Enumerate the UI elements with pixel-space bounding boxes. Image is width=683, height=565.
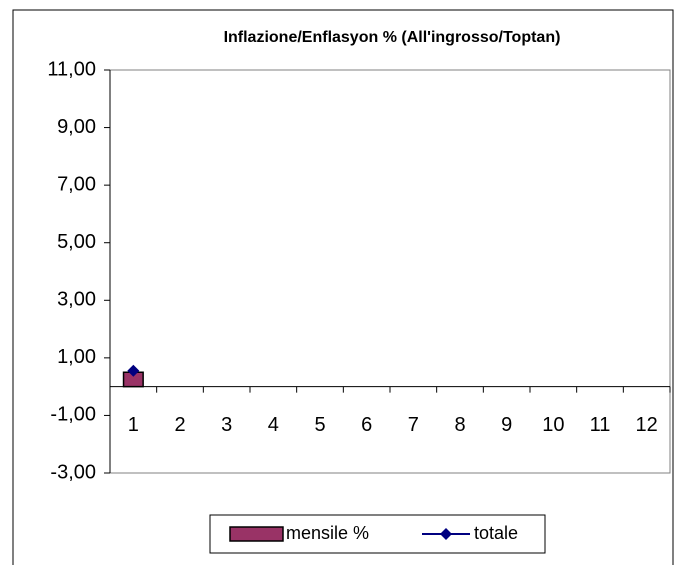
x-tick-label: 9 [501,414,512,436]
x-tick-label: 3 [221,414,232,436]
x-tick-label: 7 [408,414,419,436]
y-tick-label: 3,00 [57,289,96,311]
x-tick-label: 2 [174,414,185,436]
x-tick-label: 4 [268,414,279,436]
y-tick-label: -3,00 [50,461,96,483]
y-tick-label: 11,00 [47,58,96,80]
x-tick-label: 11 [590,414,611,436]
x-tick-label: 5 [314,414,325,436]
x-tick-label: 6 [361,414,372,436]
x-tick-label: 8 [454,414,465,436]
legend-marker [440,528,452,540]
x-tick-label: 1 [128,414,139,436]
chart-title: Inflazione/Enflasyon % (All'ingrosso/Top… [224,29,561,46]
y-tick-label: 7,00 [57,173,96,195]
y-tick-label: 1,00 [57,346,96,368]
y-tick-label: 5,00 [57,231,96,253]
legend-label: totale [474,523,518,543]
y-tick-label: -1,00 [50,404,96,426]
x-tick-label: 12 [636,414,658,436]
legend-label: mensile % [286,523,369,543]
x-tick-label: 10 [542,414,564,436]
line-marker [127,364,140,377]
chart-frame [12,9,674,565]
legend-swatch [229,526,284,542]
y-tick-label: 9,00 [57,116,96,138]
